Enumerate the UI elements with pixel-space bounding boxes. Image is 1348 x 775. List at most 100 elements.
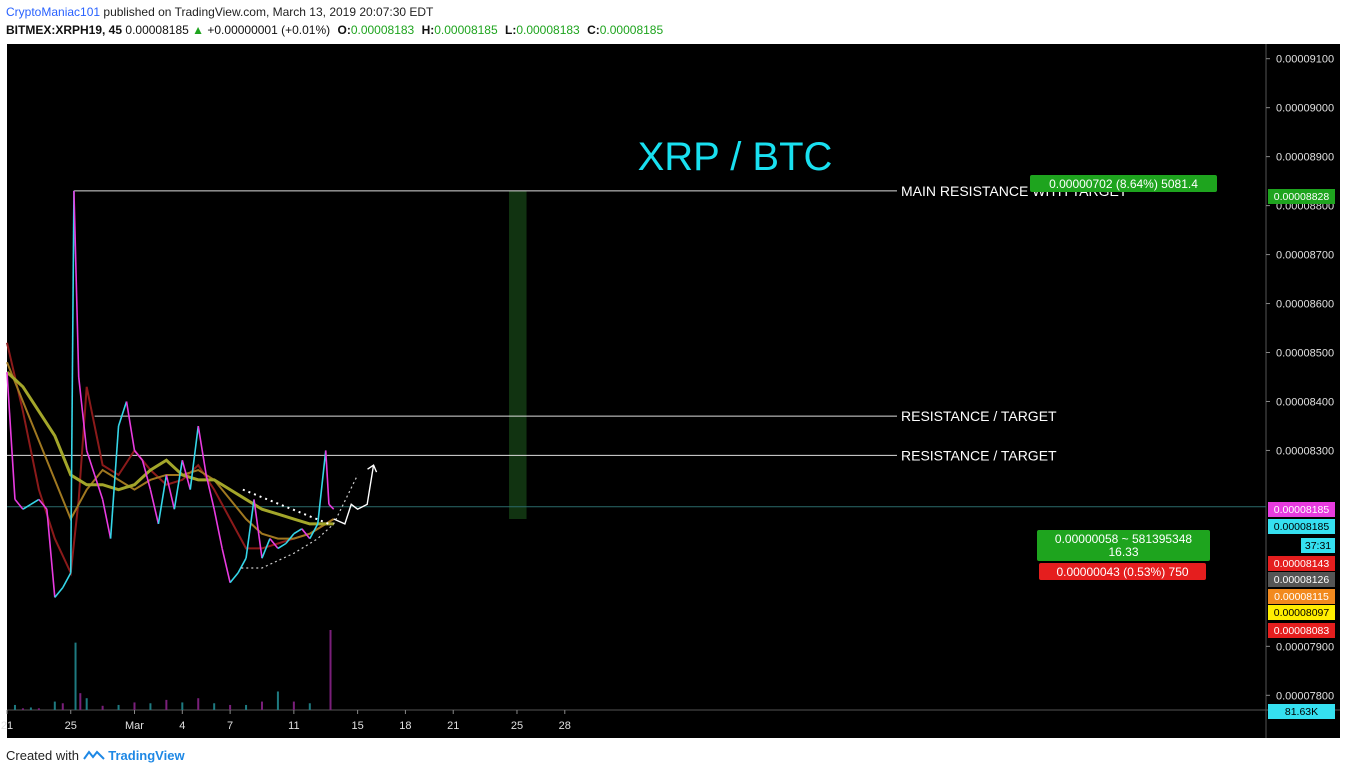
volume-bar <box>85 698 88 710</box>
y-tick-label: 0.00009100 <box>1276 54 1334 66</box>
volume-bar <box>213 703 216 710</box>
entry-label-text: 16.33 <box>1108 545 1138 559</box>
price-axis-label: 0.00008097 <box>1274 607 1330 619</box>
price-axis-label-bg <box>1268 502 1335 517</box>
price-segment <box>229 572 239 584</box>
price-segment <box>253 499 263 559</box>
price-axis-label-bg <box>1268 589 1335 604</box>
target-label-text: 0.00000702 (8.64%) 5081.4 <box>1049 177 1198 191</box>
price-segment <box>14 498 24 510</box>
price-segment <box>173 460 184 510</box>
price-axis-label: 0.00008185 <box>1274 504 1330 516</box>
price-segment <box>213 509 223 549</box>
price-axis-label-bg <box>1268 556 1335 571</box>
x-tick-label: 28 <box>559 720 571 732</box>
price-segment <box>73 190 80 378</box>
volume-bar <box>181 702 184 710</box>
volume-bar <box>29 707 32 710</box>
price-segment <box>269 538 279 549</box>
price-axis-label: 0.00008115 <box>1274 591 1329 603</box>
volume-bar <box>79 693 82 710</box>
price-segment <box>38 498 48 510</box>
x-tick-label: 15 <box>351 720 363 732</box>
price-segment <box>181 460 192 490</box>
entry-label-box <box>1037 530 1210 561</box>
price-segment <box>22 503 32 510</box>
close-value: 0.00008185 <box>599 23 664 37</box>
published-text: published on TradingView.com, March 13, … <box>103 5 434 19</box>
price-segment <box>77 376 88 451</box>
price-segment <box>62 572 72 588</box>
y-tick-label: 0.00007800 <box>1276 690 1334 702</box>
price-segment <box>141 460 152 490</box>
volume-bar <box>276 691 279 710</box>
publish-line: CryptoManiac101 published on TradingView… <box>6 3 433 21</box>
price-segment <box>301 528 311 540</box>
price-axis-label: 0.00008828 <box>1274 191 1330 203</box>
resistance-label: RESISTANCE / TARGET <box>901 408 1057 424</box>
x-tick-label: 21 <box>1 720 13 732</box>
price-axis-label-bg <box>1268 519 1335 534</box>
x-tick-label: Mar <box>125 720 144 732</box>
open-value: 0.00008183 <box>350 23 415 37</box>
price-segment <box>285 533 295 545</box>
tradingview-link[interactable]: TradingView <box>108 748 185 763</box>
price-segment <box>293 528 303 535</box>
price-axis-label: 37:31 <box>1305 540 1331 552</box>
volume-bar <box>74 642 77 710</box>
price-axis-label-bg <box>1268 189 1335 204</box>
tradingview-logo-icon <box>82 750 105 760</box>
y-tick-label: 0.00007900 <box>1276 641 1334 653</box>
y-tick-label: 0.00008300 <box>1276 445 1334 457</box>
last-price: 0.00008185 <box>125 23 189 37</box>
x-axis-background <box>7 710 1266 738</box>
price-segment <box>109 425 120 539</box>
close-label: C: <box>587 23 600 37</box>
volume-bar <box>53 701 56 710</box>
price-segment <box>277 542 287 550</box>
price-segment <box>197 425 207 476</box>
footer: Created with TradingView <box>6 748 185 763</box>
volume-bar <box>117 704 120 710</box>
y-tick-label: 0.00009000 <box>1276 103 1334 115</box>
ohlc-line: BITMEX:XRPH19, 45 0.00008185 ▲ +0.000000… <box>6 21 663 39</box>
price-axis-label-bg <box>1268 572 1335 587</box>
profit-zone <box>509 190 527 520</box>
volume-bar <box>292 701 295 710</box>
volume-bar <box>133 702 136 710</box>
y-tick-label: 0.00008500 <box>1276 348 1334 360</box>
price-segment <box>30 498 40 506</box>
volume-bar <box>21 708 24 710</box>
ma_fast-line <box>6 342 335 577</box>
price-axis-label-bg <box>1301 538 1335 553</box>
low-label: L: <box>505 23 517 37</box>
volume-bar <box>37 708 40 710</box>
price-segment <box>328 503 335 510</box>
stop-label-text: 0.00000043 (0.53%) 750 <box>1056 565 1188 579</box>
projection-arrow-icon <box>367 464 378 473</box>
x-tick-label: 11 <box>288 720 299 732</box>
plot-background <box>7 44 1266 710</box>
price-segment <box>309 523 319 539</box>
ma_slow-line <box>5 371 334 526</box>
price-segment <box>125 401 136 451</box>
price-segment <box>157 474 168 525</box>
volume-bar <box>245 704 248 710</box>
price-segment <box>324 450 330 505</box>
price-segment <box>101 499 112 539</box>
price-axis-label-bg <box>1268 704 1335 719</box>
price-axis-label: 0.00008126 <box>1274 574 1330 586</box>
price-axis-label-bg <box>1268 605 1335 620</box>
volume-bar <box>149 703 152 710</box>
price-axis-label: 0.00008083 <box>1274 625 1330 637</box>
high-value: 0.00008185 <box>434 23 498 37</box>
volume-bar <box>197 698 200 710</box>
price-segment <box>165 474 176 510</box>
change-value: +0.00000001 (+0.01%) <box>207 23 331 37</box>
price-segment <box>6 372 16 500</box>
volume-bar <box>229 704 232 710</box>
price-axis-label: 0.00008143 <box>1274 558 1330 570</box>
price-segment <box>205 474 215 510</box>
author-link[interactable]: CryptoManiac101 <box>6 5 101 19</box>
